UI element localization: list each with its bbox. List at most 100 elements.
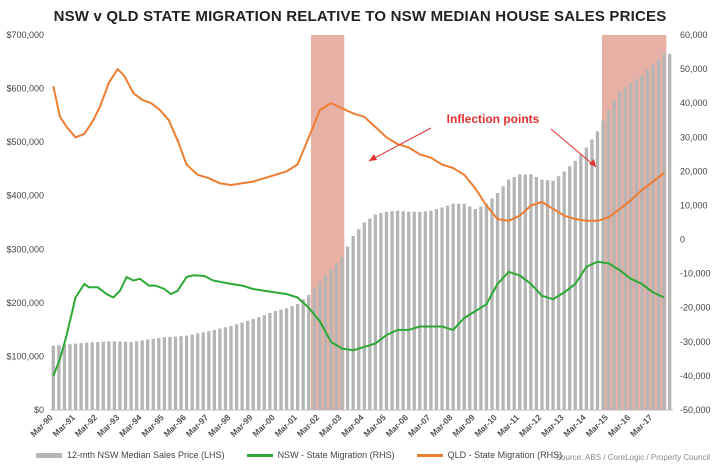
- bar: [618, 91, 622, 410]
- annotation-arrow-right: [550, 128, 597, 168]
- bar: [545, 180, 550, 410]
- y-left-tick-label: $100,000: [6, 351, 44, 361]
- bar: [368, 218, 372, 410]
- bar: [234, 324, 239, 410]
- x-tick-label: Mar-07: [406, 412, 433, 439]
- bar: [562, 171, 566, 410]
- x-tick-label: Mar-09: [450, 412, 477, 439]
- x-tick-label: Mar-06: [384, 412, 411, 439]
- x-tick-label: Mar-01: [273, 412, 300, 439]
- legend-item-qld-migration: QLD - State Migration (RHS): [416, 450, 563, 460]
- bar: [284, 308, 289, 410]
- x-tick-label: Mar-13: [539, 412, 566, 439]
- bar: [323, 275, 328, 410]
- y-right-tick-label: 60,000: [680, 30, 708, 40]
- x-tick-label: Mar-08: [428, 412, 455, 439]
- bar: [595, 131, 600, 410]
- bar: [590, 139, 594, 410]
- bar: [423, 211, 428, 410]
- x-tick-label: Mar-93: [95, 412, 122, 439]
- legend-swatch-qld-migration: [416, 453, 443, 457]
- bar: [140, 340, 144, 410]
- bar: [645, 69, 650, 411]
- annotation-arrowhead-left: [369, 154, 377, 161]
- bar: [295, 303, 300, 410]
- x-tick-label: Mar-95: [139, 412, 166, 439]
- legend-label-qld-migration: QLD - State Migration (RHS): [447, 450, 563, 460]
- bar: [340, 257, 344, 410]
- nsw-migration-line: [52, 260, 665, 377]
- x-tick-label: Mar-00: [250, 412, 277, 439]
- bar: [68, 344, 72, 410]
- bar: [179, 336, 183, 410]
- bar: [468, 206, 472, 410]
- bar: [96, 341, 100, 410]
- legend-item-median-price: 12-mth NSW Median Sales Price (LHS): [36, 450, 225, 460]
- bar: [556, 176, 561, 410]
- x-tick-label: Mar-17: [628, 412, 655, 439]
- x-tick-label: Mar-04: [339, 412, 366, 439]
- bar: [251, 318, 255, 410]
- shaded-period-1: [310, 35, 345, 410]
- bar: [407, 211, 411, 410]
- y-right-tick-label: 40,000: [680, 98, 708, 108]
- bar: [184, 335, 189, 410]
- bar: [445, 205, 450, 410]
- bar: [196, 333, 200, 410]
- bar: [573, 160, 577, 410]
- x-tick-label: Mar-15: [584, 412, 611, 439]
- bar: [629, 83, 633, 410]
- y-right-tick-label: -50,000: [680, 405, 711, 415]
- bar: [357, 229, 361, 410]
- y-right-tick-label: -10,000: [680, 269, 711, 279]
- bar: [506, 179, 511, 410]
- x-tick-label: Mar-90: [28, 412, 55, 439]
- annotation-arrow-left: [368, 127, 432, 162]
- y-left-tick-label: $700,000: [6, 30, 44, 40]
- bar: [662, 53, 666, 410]
- bar: [62, 344, 67, 410]
- x-tick-label: Mar-92: [73, 412, 100, 439]
- bar: [279, 309, 283, 410]
- qld-migration-line: [52, 68, 665, 222]
- bar: [579, 154, 583, 410]
- x-tick-label: Mar-14: [561, 412, 588, 439]
- x-tick-label: Mar-99: [228, 412, 255, 439]
- bar: [90, 342, 94, 410]
- bar: [190, 334, 194, 410]
- bar: [412, 211, 416, 410]
- bar: [418, 211, 422, 410]
- bar: [223, 327, 228, 410]
- bar: [290, 306, 294, 410]
- bar: [518, 174, 522, 410]
- y-right-tick-label: 0: [680, 235, 685, 245]
- legend-label-median-price: 12-mth NSW Median Sales Price (LHS): [67, 450, 225, 460]
- bar: [51, 345, 55, 410]
- bar: [512, 176, 516, 410]
- bar: [623, 87, 627, 410]
- bar: [656, 59, 661, 410]
- annotation-label: Inflection points: [447, 112, 540, 126]
- y-left-tick-label: $500,000: [6, 137, 44, 147]
- bar: [484, 203, 489, 410]
- legend-swatch-nsw-migration: [246, 453, 273, 457]
- x-tick-label: Mar-03: [317, 412, 344, 439]
- bar: [457, 203, 461, 410]
- legend-label-nsw-migration: NSW - State Migration (RHS): [277, 450, 395, 460]
- bar: [118, 341, 122, 410]
- y-right-tick-label: -20,000: [680, 303, 711, 313]
- bar: [129, 341, 133, 410]
- bar: [79, 343, 83, 410]
- bar: [534, 176, 539, 410]
- source-note: Source: ABS / CoreLogic / Property Counc…: [555, 453, 710, 462]
- bar: [218, 328, 222, 410]
- bar: [379, 213, 383, 410]
- bar: [307, 294, 311, 410]
- bar: [462, 203, 466, 410]
- bar: [551, 180, 555, 410]
- y-right-tick-label: -30,000: [680, 337, 711, 347]
- y-left-tick-label: $400,000: [6, 191, 44, 201]
- x-tick-label: Mar-96: [162, 412, 189, 439]
- bar: [57, 345, 61, 410]
